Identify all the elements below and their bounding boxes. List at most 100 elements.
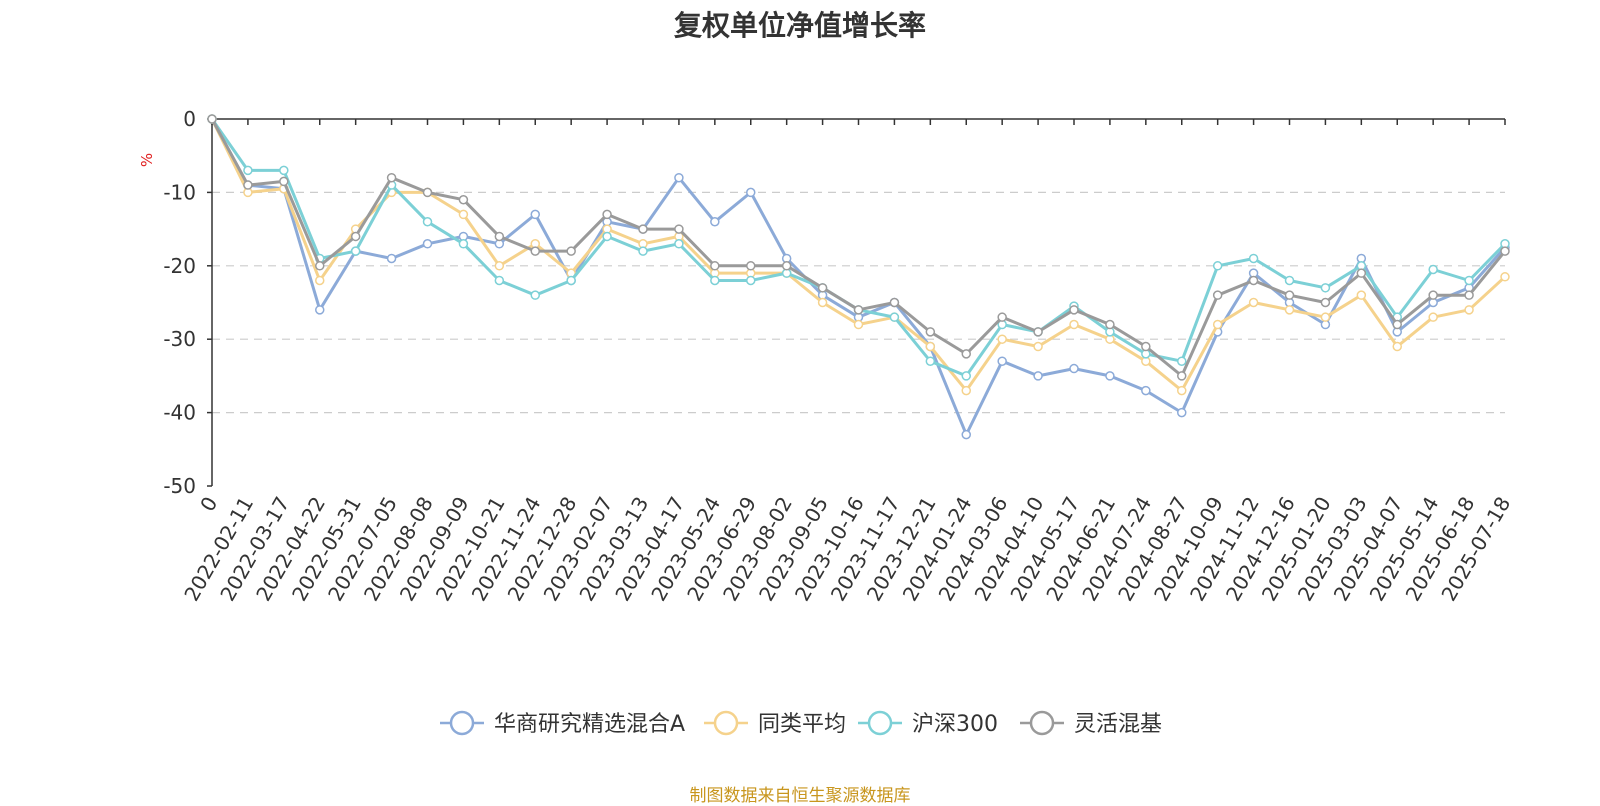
data-point[interactable]: [1284, 275, 1295, 286]
data-point[interactable]: [1500, 272, 1510, 282]
data-point[interactable]: [422, 217, 433, 227]
data-point[interactable]: [315, 261, 325, 271]
data-point[interactable]: [1320, 312, 1331, 322]
data-point[interactable]: [1105, 371, 1115, 381]
data-point[interactable]: [350, 246, 361, 256]
data-point[interactable]: [530, 290, 540, 300]
data-point[interactable]: [315, 275, 325, 286]
data-point[interactable]: [710, 275, 720, 286]
data-point[interactable]: [1464, 290, 1474, 300]
data-point[interactable]: [1033, 371, 1043, 381]
legend-item[interactable]: 华商研究精选混合A: [440, 710, 685, 737]
legend-item[interactable]: 同类平均: [704, 710, 846, 737]
data-point[interactable]: [961, 385, 971, 396]
data-point[interactable]: [494, 275, 505, 286]
data-point[interactable]: [961, 429, 971, 440]
data-point[interactable]: [853, 319, 864, 330]
data-point[interactable]: [1284, 290, 1295, 300]
data-point[interactable]: [710, 217, 720, 227]
data-point[interactable]: [530, 246, 540, 256]
data-point[interactable]: [386, 253, 397, 264]
data-point[interactable]: [1464, 275, 1474, 286]
data-point[interactable]: [1392, 319, 1402, 330]
data-point[interactable]: [350, 231, 361, 242]
data-point[interactable]: [997, 334, 1007, 344]
data-point[interactable]: [494, 261, 505, 271]
data-point[interactable]: [638, 246, 648, 256]
data-point[interactable]: [746, 275, 756, 286]
data-point[interactable]: [674, 172, 684, 183]
data-point[interactable]: [1212, 261, 1223, 271]
data-point[interactable]: [817, 283, 828, 293]
data-point[interactable]: [602, 231, 612, 242]
data-point[interactable]: [781, 261, 792, 271]
chart-title: 复权单位净值增长率: [673, 9, 926, 42]
data-point[interactable]: [279, 176, 289, 187]
data-point[interactable]: [961, 371, 971, 381]
data-point[interactable]: [422, 187, 433, 198]
data-point[interactable]: [243, 165, 253, 176]
legend-item[interactable]: 沪深300: [858, 710, 998, 737]
data-point[interactable]: [1141, 341, 1151, 352]
data-point[interactable]: [1033, 327, 1043, 337]
axes: 0-10-20-30-40-50%02022-02-112022-03-1720…: [138, 107, 1515, 605]
data-point[interactable]: [530, 209, 540, 220]
data-point[interactable]: [1320, 297, 1331, 308]
data-point[interactable]: [1212, 319, 1223, 330]
data-point[interactable]: [458, 194, 469, 205]
data-point[interactable]: [1248, 275, 1259, 286]
data-point[interactable]: [674, 224, 684, 234]
data-point[interactable]: [674, 239, 684, 249]
data-point[interactable]: [1069, 363, 1079, 374]
data-point[interactable]: [638, 224, 648, 234]
data-point[interactable]: [1069, 305, 1079, 315]
data-point[interactable]: [1069, 319, 1079, 330]
data-point[interactable]: [925, 327, 936, 337]
data-point[interactable]: [1500, 246, 1510, 256]
data-point[interactable]: [1177, 385, 1187, 396]
data-point[interactable]: [1356, 290, 1367, 300]
data-point[interactable]: [1177, 407, 1187, 418]
data-point[interactable]: [1392, 341, 1402, 352]
data-point[interactable]: [1177, 356, 1187, 366]
data-point[interactable]: [710, 261, 720, 271]
data-point[interactable]: [1356, 268, 1367, 278]
data-point[interactable]: [1141, 385, 1151, 396]
data-point[interactable]: [925, 356, 936, 366]
data-point[interactable]: [1212, 290, 1223, 300]
legend-item[interactable]: 灵活混基: [1020, 710, 1162, 737]
data-point[interactable]: [889, 312, 900, 322]
data-point[interactable]: [925, 341, 936, 352]
data-point[interactable]: [494, 231, 505, 242]
data-point[interactable]: [817, 297, 828, 308]
data-point[interactable]: [602, 209, 612, 220]
data-point[interactable]: [243, 180, 253, 190]
data-point[interactable]: [386, 172, 397, 183]
data-point[interactable]: [1177, 371, 1187, 381]
data-point[interactable]: [279, 165, 289, 176]
data-point[interactable]: [1464, 305, 1474, 315]
data-point[interactable]: [1033, 341, 1043, 352]
data-point[interactable]: [997, 356, 1007, 366]
data-point[interactable]: [1248, 297, 1259, 308]
data-point[interactable]: [422, 239, 433, 249]
data-point[interactable]: [961, 349, 971, 359]
data-point[interactable]: [207, 114, 217, 124]
data-point[interactable]: [997, 312, 1007, 322]
data-point[interactable]: [1428, 290, 1438, 300]
data-point[interactable]: [746, 187, 756, 198]
data-point[interactable]: [1105, 319, 1115, 330]
data-point[interactable]: [853, 305, 864, 315]
data-point[interactable]: [458, 239, 469, 249]
data-point[interactable]: [889, 297, 900, 308]
data-point[interactable]: [315, 305, 325, 315]
data-point[interactable]: [566, 275, 576, 286]
data-point[interactable]: [1320, 283, 1331, 293]
data-point[interactable]: [1428, 264, 1438, 275]
data-point[interactable]: [566, 246, 576, 256]
data-point[interactable]: [1284, 305, 1295, 315]
data-point[interactable]: [746, 261, 756, 271]
data-point[interactable]: [1248, 253, 1259, 264]
data-point[interactable]: [1428, 312, 1438, 322]
data-point[interactable]: [458, 209, 469, 220]
